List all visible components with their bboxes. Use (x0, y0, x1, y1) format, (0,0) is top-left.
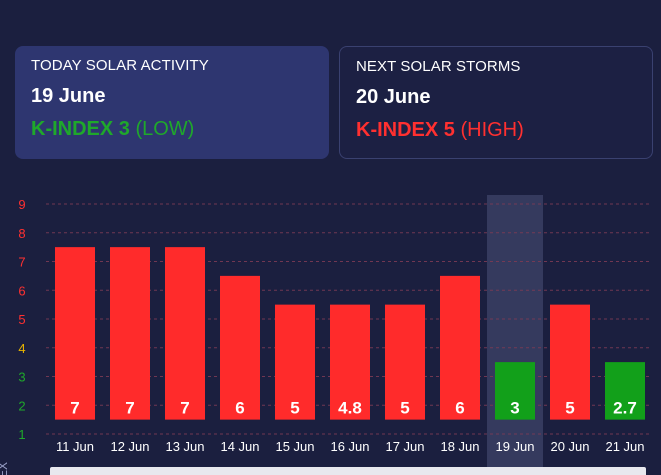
bar (275, 304, 315, 420)
y-tick-label: 3 (18, 370, 25, 385)
x-category-label: 17 Jun (385, 439, 424, 454)
today-solar-activity-card: TODAY SOLAR ACTIVITY 19 June K-INDEX 3 (… (15, 46, 329, 159)
x-category-label: 18 Jun (440, 439, 479, 454)
bar (55, 247, 95, 420)
bar-value-label: 4.8 (338, 399, 362, 418)
y-tick-label: 6 (18, 283, 25, 298)
bar-value-label: 6 (455, 399, 464, 418)
bar (165, 247, 205, 420)
bar (605, 362, 645, 420)
x-category-label: 14 Jun (220, 439, 259, 454)
bar (550, 304, 590, 420)
y-tick-label: 4 (18, 341, 25, 356)
x-category-label: 16 Jun (330, 439, 369, 454)
next-date: 20 June (356, 86, 431, 108)
x-category-label: 13 Jun (165, 439, 204, 454)
y-tick-label: 1 (18, 427, 25, 442)
bar-value-label: 5 (565, 399, 574, 418)
y-tick-label: 7 (18, 255, 25, 270)
today-heading: TODAY SOLAR ACTIVITY (31, 57, 209, 74)
x-category-label: 11 Jun (56, 439, 94, 454)
y-tick-label: 9 (18, 197, 25, 212)
bar (385, 304, 425, 420)
y-axis-title: EX (0, 462, 10, 475)
next-heading: NEXT SOLAR STORMS (356, 58, 521, 75)
y-tick-label: 2 (18, 398, 25, 413)
kindex-bar-chart: 1 2 3 4 5 6 7 8 9 7 11 Jun 7 12 Jun 7 13 Jun 6 14 Jun 5 15… (0, 195, 651, 475)
bar-value-label: 6 (235, 399, 244, 418)
x-category-label: 20 Jun (550, 439, 589, 454)
current-day-highlight (487, 195, 543, 475)
next-kindex-label: K-INDEX 5 (356, 119, 455, 141)
x-category-label: 12 Jun (110, 439, 149, 454)
bar-value-label: 7 (180, 399, 189, 418)
bar (110, 247, 150, 420)
today-kindex: K-INDEX 3 (LOW) (31, 118, 313, 141)
today-kindex-level: (LOW) (135, 118, 195, 140)
horizontal-scrollbar[interactable] (50, 467, 646, 475)
bar (330, 304, 370, 420)
today-kindex-label: K-INDEX 3 (31, 118, 130, 140)
bar-value-label: 2.7 (613, 399, 637, 418)
x-category-label: 21 Jun (605, 439, 644, 454)
next-kindex-level: (HIGH) (460, 119, 524, 141)
x-category-label: 19 Jun (495, 439, 534, 454)
bar (495, 362, 535, 420)
bar (440, 275, 480, 420)
next-kindex: K-INDEX 5 (HIGH) (356, 119, 636, 142)
bar-value-label: 3 (510, 399, 519, 418)
y-tick-label: 8 (18, 226, 25, 241)
bar-value-label: 5 (290, 399, 299, 418)
today-date: 19 June (31, 85, 106, 107)
next-solar-storms-card: NEXT SOLAR STORMS 20 June K-INDEX 5 (HIG… (339, 46, 653, 159)
y-tick-label: 5 (18, 312, 25, 327)
bar-value-label: 7 (125, 399, 134, 418)
x-category-label: 15 Jun (275, 439, 314, 454)
bar-value-label: 7 (70, 399, 79, 418)
bar-value-label: 5 (400, 399, 409, 418)
bar (220, 275, 260, 420)
